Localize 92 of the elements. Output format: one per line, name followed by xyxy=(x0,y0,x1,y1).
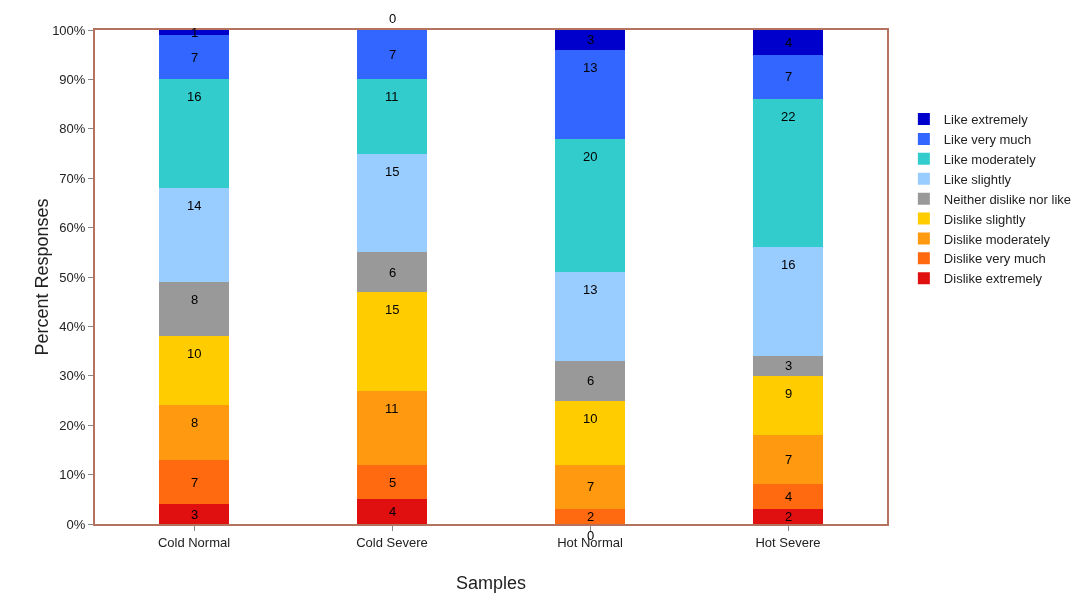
y-tick-label: 80% xyxy=(59,121,86,137)
bar xyxy=(753,54,823,100)
bar xyxy=(753,375,823,436)
annotation: 16 xyxy=(781,257,796,272)
y-tick-label: 70% xyxy=(59,170,86,186)
bar xyxy=(753,435,823,485)
bar xyxy=(357,291,427,391)
bar xyxy=(753,484,823,510)
bar xyxy=(555,360,625,401)
annotation: 8 xyxy=(191,415,199,430)
legend-label: Dislike extremely xyxy=(943,271,1043,287)
bar xyxy=(159,504,229,524)
bar xyxy=(555,400,625,465)
y-tick-label: 40% xyxy=(59,318,86,334)
legend-label: Dislike very much xyxy=(943,251,1046,267)
annotation: 6 xyxy=(389,265,397,280)
bar xyxy=(357,499,427,524)
annotation: 4 xyxy=(389,504,397,519)
annotation: 10 xyxy=(187,346,202,361)
y-tick-label: 60% xyxy=(59,220,86,236)
bar xyxy=(159,188,229,282)
annotation: 11 xyxy=(385,401,399,416)
bar xyxy=(357,79,427,154)
y-tick-label: 10% xyxy=(59,467,86,483)
bar xyxy=(753,99,823,248)
annotation: 7 xyxy=(785,452,793,467)
annotation: 10 xyxy=(583,411,598,426)
annotation: 22 xyxy=(781,109,796,124)
annotation: 3 xyxy=(785,358,793,373)
bar xyxy=(555,30,625,50)
legend-label: Dislike moderately xyxy=(943,231,1051,247)
bar xyxy=(555,272,625,361)
annotation: 7 xyxy=(785,69,793,84)
annotation: 2 xyxy=(785,509,793,524)
annotation: 8 xyxy=(191,292,199,307)
annotation: 7 xyxy=(587,479,595,494)
y-tick-label: 20% xyxy=(59,417,86,433)
y-tick-label: 90% xyxy=(59,71,86,87)
bar xyxy=(753,509,823,524)
bar xyxy=(159,459,229,505)
bar xyxy=(753,356,823,376)
bar xyxy=(753,247,823,357)
annotation: 15 xyxy=(385,164,400,179)
y-tick-label: 0% xyxy=(66,516,86,532)
bar xyxy=(357,153,427,253)
annotation: 7 xyxy=(389,47,397,62)
bar xyxy=(159,336,229,406)
annotation: 2 xyxy=(587,509,595,524)
bar xyxy=(555,509,625,524)
bar xyxy=(357,252,427,292)
legend-label: Like very much xyxy=(943,132,1032,148)
bar xyxy=(555,464,625,510)
y-axis-title: Percent Responses xyxy=(32,198,52,356)
x-axis-title: Samples xyxy=(455,573,527,593)
annotation: 14 xyxy=(187,198,202,213)
y-tick-label: 100% xyxy=(52,22,86,38)
bar xyxy=(159,79,229,189)
annotation: 3 xyxy=(191,507,199,522)
y-tick-label: 30% xyxy=(59,368,86,384)
bar xyxy=(357,464,427,500)
annotation: 3 xyxy=(587,32,595,47)
annotation: 15 xyxy=(385,302,400,317)
legend-label: Like extremely xyxy=(943,112,1029,128)
x-tick-label: Cold Normal xyxy=(157,534,231,550)
annotation: 11 xyxy=(385,89,399,104)
annotation: 9 xyxy=(785,386,793,401)
bar xyxy=(357,30,427,80)
annotation: 6 xyxy=(587,373,595,388)
annotation: 13 xyxy=(583,60,598,75)
bar xyxy=(555,49,625,139)
annotation: 4 xyxy=(785,35,793,50)
x-tick-label: Hot Severe xyxy=(755,534,821,550)
bar xyxy=(159,30,229,35)
bar xyxy=(357,390,427,465)
annotation: 16 xyxy=(187,89,202,104)
bar xyxy=(555,138,625,273)
annotation: 7 xyxy=(191,475,199,490)
annotation: 20 xyxy=(583,149,598,164)
annotation: 0 xyxy=(389,11,397,26)
annotation: 4 xyxy=(785,489,793,504)
bar xyxy=(159,281,229,337)
legend-label: Neither dislike nor like xyxy=(943,191,1072,207)
bar xyxy=(753,30,823,55)
x-tick-label: Cold Severe xyxy=(356,534,428,550)
annotation: 5 xyxy=(389,475,397,490)
legend-label: Like slightly xyxy=(943,171,1012,187)
annotation: 7 xyxy=(191,50,199,65)
annotation: 13 xyxy=(583,282,598,297)
legend-label: Dislike slightly xyxy=(943,211,1026,227)
y-tick-label: 50% xyxy=(59,269,86,285)
legend-label: Like moderately xyxy=(943,151,1037,167)
bar xyxy=(159,405,229,460)
